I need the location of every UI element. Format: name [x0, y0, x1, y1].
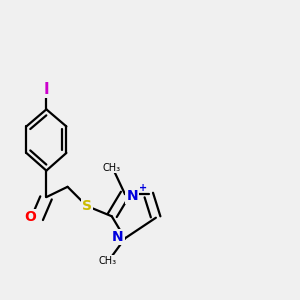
Text: CH₃: CH₃	[98, 256, 116, 266]
Text: +: +	[139, 183, 147, 193]
Text: CH₃: CH₃	[103, 163, 121, 173]
Text: S: S	[82, 199, 92, 213]
Text: O: O	[24, 210, 36, 224]
Text: N: N	[112, 230, 123, 244]
Text: I: I	[44, 82, 49, 97]
Text: N: N	[127, 189, 138, 202]
